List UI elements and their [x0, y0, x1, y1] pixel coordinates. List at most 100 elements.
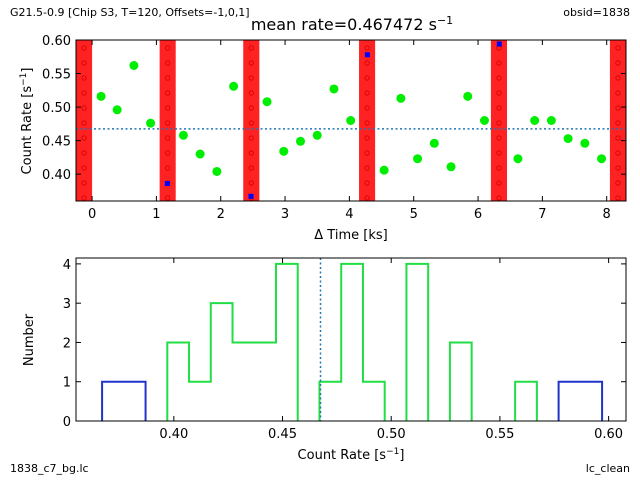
source-info-label: G21.5-0.9 [Chip S3, T=120, Offsets=-1,0,… [10, 6, 250, 19]
x-tick-label: 7 [538, 207, 546, 222]
filename-label: 1838_c7_bg.lc [10, 462, 89, 475]
good-point [212, 166, 222, 176]
good-point [530, 116, 540, 125]
good-point [262, 97, 272, 107]
band-marker [165, 90, 171, 96]
histogram-panel: 0.40 0.45 0.50 0.55 0.60 0 1 2 3 4 Count Rate [s… [22, 257, 627, 463]
good-point [413, 154, 423, 164]
light-curve-x-label: Δ Time [ks] [314, 228, 387, 243]
band-marker [248, 165, 254, 171]
band-marker [81, 135, 87, 141]
x-tick-label: 3 [281, 207, 289, 222]
x-tick-label: 0.40 [159, 427, 188, 442]
good-point [546, 116, 556, 125]
band-marker [81, 195, 87, 201]
x-tick-label: 0.50 [377, 427, 406, 442]
x-tick-label: 4 [345, 207, 353, 222]
obsid-label: obsid=1838 [563, 6, 630, 19]
band-marker [81, 75, 87, 81]
band-marker [364, 165, 370, 171]
band-marker [364, 180, 370, 186]
good-point [96, 91, 106, 101]
band-marker [165, 60, 171, 66]
band-marker [165, 45, 171, 51]
band-marker [615, 195, 621, 201]
flagged-histogram [101, 380, 604, 421]
band-marker [364, 135, 370, 141]
good-point [146, 118, 156, 128]
x-tick-label: 0.45 [268, 427, 297, 442]
band-marker [615, 105, 621, 111]
band-marker [81, 45, 87, 51]
band-marker [496, 90, 502, 96]
histogram-frame [75, 257, 627, 422]
band-marker [81, 105, 87, 111]
x-tick-label: 5 [410, 207, 418, 222]
y-tick-label: 0.55 [42, 68, 71, 83]
y-tick-label: 4 [63, 258, 71, 273]
good-point [446, 162, 456, 172]
x-tick-label: 8 [603, 207, 611, 222]
good-point [396, 93, 406, 103]
light-curve-y-ticks: 0.40 0.45 0.50 0.55 0.60 [42, 34, 626, 183]
band-marker [248, 105, 254, 111]
band-marker [496, 150, 502, 156]
light-curve-frame [75, 39, 627, 202]
good-point [379, 165, 389, 175]
band-marker [81, 90, 87, 96]
histogram-y-label: Number [22, 313, 37, 366]
good-points [96, 60, 607, 176]
band-marker [364, 120, 370, 126]
band-marker [81, 165, 87, 171]
y-tick-label: 2 [63, 336, 71, 351]
band-marker [165, 75, 171, 81]
flagged-point [496, 41, 502, 47]
band-marker [248, 90, 254, 96]
band-marker [496, 180, 502, 186]
flagged-points [164, 41, 502, 199]
light-curve-x-ticks: 0 1 2 3 4 5 6 7 8 [88, 40, 611, 222]
band-marker [165, 105, 171, 111]
y-tick-label: 0.60 [42, 34, 71, 49]
band-marker [248, 45, 254, 51]
band-marker [81, 150, 87, 156]
band-marker [615, 165, 621, 171]
band-marker [165, 120, 171, 126]
good-point [429, 138, 439, 148]
good-point [178, 130, 188, 140]
flagged-point [164, 181, 170, 187]
band-marker [364, 90, 370, 96]
band-marker [496, 195, 502, 201]
good-point [479, 116, 489, 125]
good-point [279, 146, 289, 156]
mode-label: lc_clean [585, 462, 630, 475]
band-marker [496, 105, 502, 111]
flagged-point [248, 193, 254, 199]
band-marker [81, 180, 87, 186]
histogram-steps [101, 264, 604, 421]
y-tick-label: 0.50 [42, 101, 71, 116]
band-marker [615, 90, 621, 96]
band-marker [496, 120, 502, 126]
band-marker [496, 60, 502, 66]
good-point [229, 81, 239, 91]
x-tick-label: 0.55 [485, 427, 514, 442]
band-marker [496, 75, 502, 81]
band-marker [615, 180, 621, 186]
band-marker [81, 60, 87, 66]
band-marker [248, 60, 254, 66]
good-histogram [167, 264, 602, 421]
x-tick-label: 0 [88, 207, 96, 222]
y-tick-label: 0.45 [42, 135, 71, 150]
x-tick-label: 6 [474, 207, 482, 222]
flagged-point [364, 52, 370, 58]
band-marker [165, 150, 171, 156]
good-point [346, 116, 356, 125]
good-point [563, 134, 573, 144]
band-marker [165, 135, 171, 141]
y-tick-label: 0 [63, 415, 71, 430]
x-tick-label: 1 [152, 207, 160, 222]
band-marker [615, 150, 621, 156]
band-marker [248, 75, 254, 81]
